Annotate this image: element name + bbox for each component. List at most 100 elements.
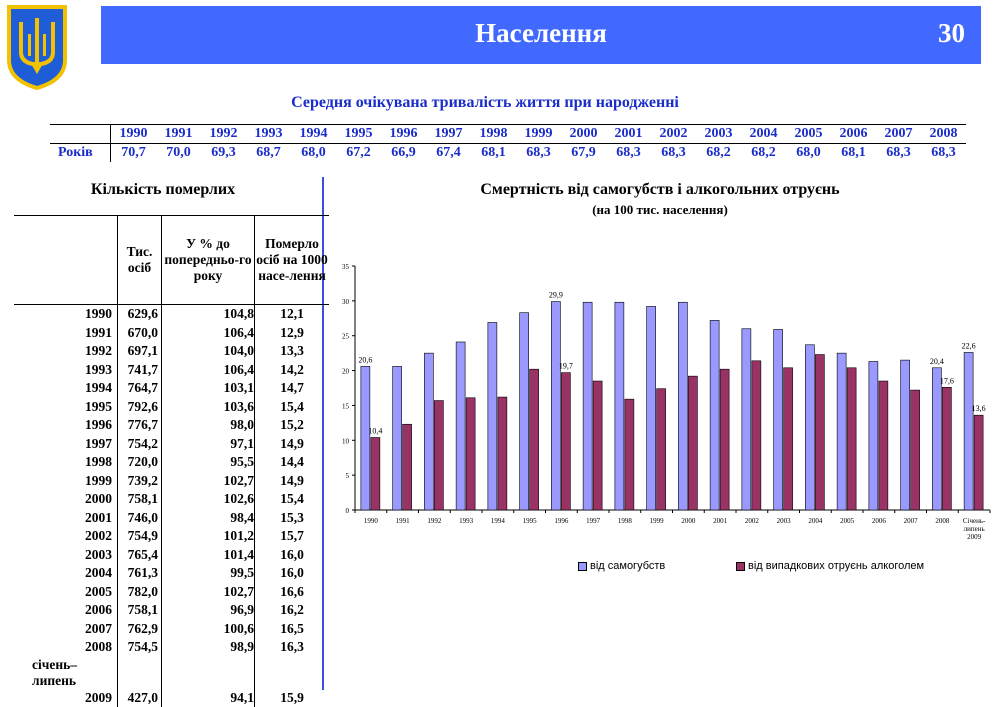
y-tick-label: 0 — [346, 507, 350, 515]
deaths-per-1000-cell: 15,4 — [255, 398, 330, 417]
deaths-percent-cell: 102,7 — [162, 583, 255, 602]
deaths-percent-cell: 104,0 — [162, 342, 255, 361]
bar-suicide — [710, 320, 719, 510]
deaths-year-cell: 2006 — [14, 601, 118, 620]
deaths-per-1000-cell: 16,3 — [255, 638, 330, 657]
bar-alcohol — [466, 398, 475, 510]
deaths-percent-cell: 106,4 — [162, 324, 255, 343]
life-expectancy-value: 67,4 — [426, 144, 471, 163]
deaths-table-header: Тис. осіб У % до попередньо-го року Поме… — [14, 216, 329, 305]
deaths-year-cell: 1996 — [14, 416, 118, 435]
deaths-per-1000-cell: 14,9 — [255, 472, 330, 491]
deaths-per-1000-cell: 14,2 — [255, 361, 330, 380]
deaths-per-1000-cell: 16,2 — [255, 601, 330, 620]
deaths-table-title: Кількість померлих — [14, 181, 312, 199]
deaths-percent-cell: 106,4 — [162, 361, 255, 380]
life-expectancy-year: 1990 — [111, 125, 157, 144]
deaths-year-cell: 2009 — [14, 689, 118, 707]
life-expectancy-value: 68,1 — [831, 144, 876, 163]
deaths-year-cell: 1997 — [14, 435, 118, 454]
deaths-year-cell: 2003 — [14, 546, 118, 565]
data-label: 13,6 — [972, 404, 986, 413]
bar-suicide — [583, 302, 592, 510]
chart-subtitle: (на 100 тис. населення) — [330, 202, 990, 218]
bar-suicide — [742, 329, 751, 510]
data-label: 22,6 — [962, 341, 976, 350]
x-tick-label: 1991 — [396, 517, 411, 525]
deaths-per-1000-cell: 16,6 — [255, 583, 330, 602]
deaths-thousands-cell: 792,6 — [118, 398, 162, 417]
bar-alcohol — [688, 376, 697, 510]
deaths-thousands-cell: 776,7 — [118, 416, 162, 435]
deaths-percent-cell: 101,4 — [162, 546, 255, 565]
y-tick-label: 15 — [342, 402, 350, 410]
deaths-per-1000-cell: 12,9 — [255, 324, 330, 343]
life-expectancy-value: 68,0 — [291, 144, 336, 163]
deaths-per-1000-cell: 15,3 — [255, 509, 330, 528]
deaths-thousands-cell: 764,7 — [118, 379, 162, 398]
x-tick-label: 1990 — [364, 517, 379, 525]
page-title: Населення — [101, 18, 981, 49]
life-expectancy-year: 1992 — [201, 125, 246, 144]
deaths-year-cell: 2005 — [14, 583, 118, 602]
deaths-year-cell: 1998 — [14, 453, 118, 472]
data-label: 29,9 — [549, 291, 563, 300]
life-expectancy-value: 68,3 — [516, 144, 561, 163]
deaths-year-cell: 1991 — [14, 324, 118, 343]
bar-alcohol — [657, 389, 666, 510]
bar-suicide — [424, 353, 433, 510]
deaths-per-1000-cell: 15,4 — [255, 490, 330, 509]
deaths-year-cell: 1999 — [14, 472, 118, 491]
life-expectancy-year: 2008 — [921, 125, 966, 144]
life-expectancy-year: 1997 — [426, 125, 471, 144]
deaths-header-per-1000: Померло осіб на 1000 насе-лення — [255, 216, 330, 305]
deaths-thousands-cell: 762,9 — [118, 620, 162, 639]
deaths-thousands-cell: 746,0 — [118, 509, 162, 528]
deaths-thousands-cell: 754,9 — [118, 527, 162, 546]
deaths-thousands-cell: 758,1 — [118, 601, 162, 620]
bar-suicide — [932, 368, 941, 510]
deaths-per-1000-cell — [255, 657, 330, 689]
deaths-thousands-cell: 670,0 — [118, 324, 162, 343]
life-expectancy-row-label: Років — [50, 144, 111, 163]
deaths-year-cell: 2008 — [14, 638, 118, 657]
deaths-percent-cell: 97,1 — [162, 435, 255, 454]
x-tick-label: 2008 — [935, 517, 950, 525]
deaths-per-1000-cell: 14,4 — [255, 453, 330, 472]
legend-label: від самогубств — [590, 560, 665, 572]
deaths-year-cell: 2004 — [14, 564, 118, 583]
data-label: 20,6 — [358, 355, 372, 364]
x-tick-label: 1992 — [427, 517, 442, 525]
bar-alcohol — [498, 397, 507, 510]
deaths-percent-cell: 94,1 — [162, 689, 255, 707]
bar-alcohol — [371, 437, 380, 510]
bar-alcohol — [847, 368, 856, 510]
deaths-year-cell: 2001 — [14, 509, 118, 528]
y-tick-label: 20 — [342, 368, 350, 376]
x-tick-label: 1996 — [554, 517, 569, 525]
bar-suicide — [869, 362, 878, 510]
x-tick-label: 2000 — [681, 517, 696, 525]
deaths-percent-cell: 98,0 — [162, 416, 255, 435]
life-expectancy-value: 70,0 — [156, 144, 201, 163]
deaths-percent-cell: 96,9 — [162, 601, 255, 620]
deaths-per-1000-cell: 15,7 — [255, 527, 330, 546]
life-expectancy-value: 68,3 — [921, 144, 966, 163]
deaths-thousands-cell: 697,1 — [118, 342, 162, 361]
bar-alcohol — [815, 355, 824, 510]
deaths-per-1000-cell: 12,1 — [255, 305, 330, 324]
life-expectancy-year: 2007 — [876, 125, 921, 144]
bar-alcohol — [752, 361, 761, 510]
legend-swatch — [736, 562, 745, 571]
deaths-per-1000-cell: 14,9 — [255, 435, 330, 454]
life-expectancy-year: 2002 — [651, 125, 696, 144]
x-tick-label: 1995 — [523, 517, 538, 525]
bar-alcohol — [879, 381, 888, 510]
y-tick-label: 25 — [342, 333, 350, 341]
